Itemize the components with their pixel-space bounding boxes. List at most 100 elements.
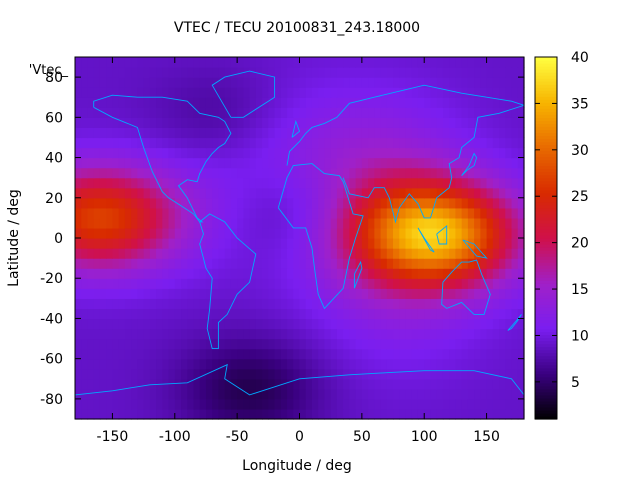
heatmap-cell [480,177,488,189]
heatmap-cell [181,258,188,269]
heatmap-cell [224,378,232,390]
heatmap-cell [499,147,506,159]
heatmap-cell [243,288,251,299]
heatmap-cell [486,398,494,410]
heatmap-cell [393,87,400,98]
heatmap-cell [156,268,163,279]
heatmap-cell [174,187,182,199]
heatmap-cell [455,177,463,189]
heatmap-cell [193,408,201,420]
colorbar-segment [535,376,557,381]
heatmap-cell [218,388,226,400]
heatmap-cell [187,248,195,259]
heatmap-cell [430,67,438,78]
heatmap-cell [511,378,519,390]
colorbar-segment [535,349,557,354]
heatmap-cell [511,338,519,350]
heatmap-cell [174,348,182,360]
colorbar-tick-label: 5 [571,375,580,391]
heatmap-cell [436,328,444,340]
heatmap-cell [330,238,338,249]
heatmap-cell [474,358,481,370]
heatmap-cell [218,67,226,78]
heatmap-cell [442,298,450,309]
heatmap-cell [137,288,145,299]
heatmap-cell [436,117,444,128]
heatmap-cell [417,298,425,309]
heatmap-cell [93,207,101,219]
heatmap-cell [218,217,226,229]
heatmap-cell [268,308,276,320]
heatmap-cell [99,127,107,139]
heatmap-cell [199,258,207,269]
heatmap-cell [149,248,157,259]
colorbar-segment [535,337,557,342]
heatmap-cell [442,167,450,179]
heatmap-cell [330,97,338,108]
heatmap-cell [143,278,151,289]
colorbar-segment [535,247,557,251]
heatmap-cell [399,408,407,420]
heatmap-cell [75,187,82,199]
heatmap-cell [436,318,444,330]
heatmap-cell [299,197,307,209]
heatmap-cell [274,258,282,269]
heatmap-cell [205,258,213,269]
heatmap-cell [199,157,207,169]
heatmap-cell [162,248,170,259]
heatmap-cell [393,147,400,159]
heatmap-cell [474,117,481,128]
heatmap-cell [118,258,126,269]
heatmap-cell [156,137,163,149]
heatmap-cell [262,137,269,149]
heatmap-cell [181,328,188,340]
heatmap-cell [87,67,95,78]
heatmap-cell [474,77,481,88]
heatmap-cell [368,278,375,289]
heatmap-cell [230,57,238,68]
heatmap-cell [424,197,432,209]
heatmap-cell [118,67,126,78]
heatmap-cell [230,137,238,149]
heatmap-cell [174,77,182,88]
heatmap-cell [181,298,188,309]
heatmap-cell [93,177,101,189]
heatmap-cell [436,268,444,279]
heatmap-cell [174,197,182,209]
heatmap-cell [268,388,276,400]
heatmap-cell [212,107,220,118]
heatmap-cell [293,408,301,420]
heatmap-cell [393,187,400,199]
heatmap-cell [99,398,107,410]
heatmap-cell [343,227,350,239]
heatmap-cell [112,137,120,149]
heatmap-cell [430,268,438,279]
heatmap-cell [499,77,506,88]
heatmap-cell [311,318,319,330]
heatmap-cell [187,318,195,330]
heatmap-cell [124,288,132,299]
heatmap-cell [305,217,313,229]
heatmap-cell [336,197,344,209]
heatmap-cell [199,268,207,279]
heatmap-cell [474,217,481,229]
heatmap-cell [505,298,513,309]
colorbar-segment [535,201,557,206]
heatmap-cell [174,298,182,309]
heatmap-cell [255,278,263,289]
heatmap-cell [411,318,419,330]
heatmap-cell [374,248,382,259]
heatmap-cell [480,197,488,209]
heatmap-cell [343,358,350,370]
heatmap-cell [106,408,114,420]
heatmap-cell [174,308,182,320]
heatmap-cell [330,368,338,380]
heatmap-cell [87,147,95,159]
heatmap-cell [386,207,394,219]
heatmap-cell [311,238,319,249]
heatmap-cell [411,268,419,279]
heatmap-cell [399,87,407,98]
heatmap-cell [193,338,201,350]
heatmap-cell [99,197,107,209]
colorbar-segment [535,358,557,363]
